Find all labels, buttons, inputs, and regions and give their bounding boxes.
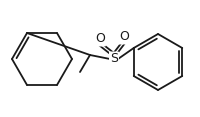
Text: O: O [119,31,129,44]
Text: S: S [110,53,118,66]
Text: O: O [95,33,105,46]
